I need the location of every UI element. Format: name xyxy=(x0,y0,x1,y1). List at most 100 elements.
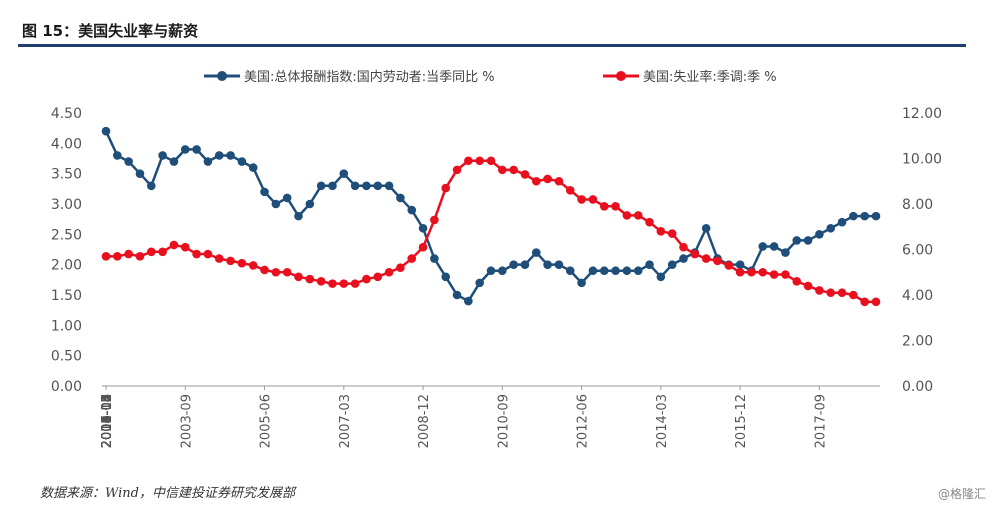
title-rule xyxy=(18,44,966,47)
unemployment-point xyxy=(543,174,552,184)
unemployment-point xyxy=(645,217,654,227)
y-right-tick-label: 10.00 xyxy=(902,152,942,168)
x-tick-label: 2013-08 xyxy=(100,394,115,448)
unemployment-point xyxy=(294,272,303,282)
wage-point xyxy=(180,145,190,154)
wage-point xyxy=(679,254,688,263)
wage-point xyxy=(146,181,156,191)
legend-unemployment-marker xyxy=(616,71,626,81)
unemployment-point xyxy=(758,267,768,277)
x-tick-label: 2015-05 xyxy=(100,394,115,448)
unemployment-point xyxy=(667,229,677,238)
watermark: @格隆汇 xyxy=(937,487,986,501)
y-left-tick-label: 1.00 xyxy=(51,318,82,334)
x-tick-label: 2001-12 xyxy=(100,394,115,448)
x-tick-label: 2014-03 xyxy=(655,394,670,448)
unemployment-point xyxy=(192,249,201,259)
legend: 美国:总体报酬指数:国内劳动者:当季同比 % 美国:失业率:季调:季 % xyxy=(204,69,777,85)
unemployment-point xyxy=(611,201,620,211)
unemployment-point xyxy=(633,211,643,220)
wage-point xyxy=(135,169,145,178)
y-left-tick-label: 0.50 xyxy=(51,349,82,365)
unemployment-point xyxy=(554,176,564,186)
unemployment-point xyxy=(871,297,881,307)
x-tick-label: 2012-06 xyxy=(576,394,591,448)
figure-title: 图 15：美国失业率与薪资 xyxy=(22,22,199,40)
unemployment-point xyxy=(214,254,224,263)
unemployment-point xyxy=(180,242,190,252)
wage-point xyxy=(373,181,383,191)
x-tick-label: 2003-02 xyxy=(100,394,115,448)
unemployment-point xyxy=(509,165,518,175)
wage-point xyxy=(339,169,349,178)
wage-point xyxy=(101,126,111,136)
y-left-tick-label: 2.50 xyxy=(51,227,82,243)
wage-point xyxy=(316,181,326,191)
series-wage xyxy=(101,126,881,306)
wage-point xyxy=(667,260,677,269)
wage-point xyxy=(509,260,518,269)
wage-point xyxy=(464,296,473,306)
unemployment-point xyxy=(735,267,745,277)
unemployment-point xyxy=(713,256,722,266)
wage-point xyxy=(837,217,847,227)
unemployment-point xyxy=(169,240,179,250)
x-tick-label: 2017-02 xyxy=(100,394,115,448)
y-right-tick-label: 0.00 xyxy=(902,379,933,395)
wage-point xyxy=(248,163,258,172)
wage-point xyxy=(158,151,167,160)
unemployment-point xyxy=(226,256,235,266)
y-left-tick-label: 4.00 xyxy=(51,136,82,152)
wage-point xyxy=(645,260,654,269)
wage-point xyxy=(214,151,224,160)
unemployment-point xyxy=(531,176,541,186)
x-tick-label: 2008-12 xyxy=(417,394,432,448)
source-note: 数据来源：Wind，中信建投证券研究发展部 xyxy=(40,486,295,501)
wage-point xyxy=(384,181,394,191)
wage-point xyxy=(282,193,292,203)
wage-point xyxy=(113,151,122,160)
wage-point xyxy=(237,157,247,166)
unemployment-point xyxy=(430,215,439,225)
unemployment-point xyxy=(248,261,258,270)
unemployment-point xyxy=(260,265,269,275)
x-tick-label: 2013-01 xyxy=(100,394,115,448)
unemployment-line xyxy=(106,159,876,304)
y-left-tick-label: 2.00 xyxy=(51,258,82,274)
series-unemployment xyxy=(101,156,881,307)
x-tick-label: 2005-06 xyxy=(259,394,274,448)
x-tick-label: 2007-10 xyxy=(100,394,115,448)
unemployment-point xyxy=(837,288,847,298)
wage-point xyxy=(124,157,133,166)
axes: 0.00 0.50 1.00 1.50 2.00 2.50 3.00 3.50 4.00 4.50… xyxy=(51,106,942,448)
wage-point xyxy=(554,260,564,269)
wage-point xyxy=(656,272,666,282)
wage-point xyxy=(418,223,428,233)
wage-point xyxy=(305,199,315,209)
unemployment-point xyxy=(498,165,507,175)
unemployment-point xyxy=(464,156,473,166)
wage-point xyxy=(769,242,779,251)
x-tick-label: 2010-02 xyxy=(100,394,115,448)
y-right-tick-label: 8.00 xyxy=(902,197,933,213)
unemployment-point xyxy=(679,242,688,252)
wage-point xyxy=(871,211,881,221)
y-right-tick-label: 4.00 xyxy=(902,288,933,304)
y-right-tick-label: 6.00 xyxy=(902,243,933,259)
wage-point xyxy=(475,278,484,288)
legend-unemployment-label: 美国:失业率:季调:季 % xyxy=(643,69,777,85)
wage-point xyxy=(633,266,643,276)
unemployment-point xyxy=(305,274,315,284)
x-tick-label: 2014-10 xyxy=(100,394,115,448)
unemployment-point xyxy=(724,261,734,270)
unemployment-point xyxy=(362,274,371,284)
x-tick-label: 2007-03 xyxy=(338,394,353,448)
unemployment-point xyxy=(158,247,167,257)
unemployment-point xyxy=(588,195,598,204)
legend-item-wage: 美国:总体报酬指数:国内劳动者:当季同比 % xyxy=(204,69,495,85)
wage-point xyxy=(271,199,281,209)
wage-point xyxy=(396,193,405,203)
wage-point xyxy=(520,260,530,269)
wage-point xyxy=(350,181,360,191)
